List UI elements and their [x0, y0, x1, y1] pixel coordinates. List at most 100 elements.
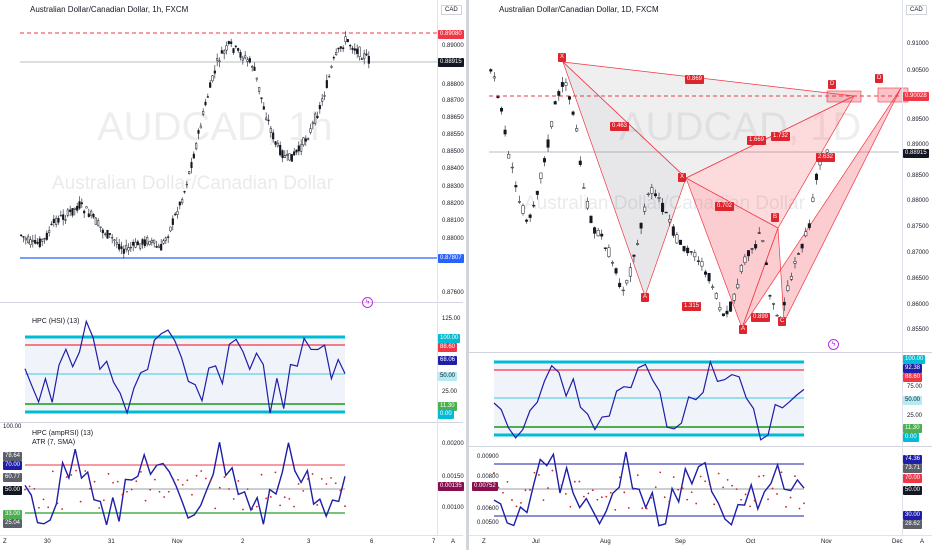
right-candle-body [754, 244, 758, 249]
prz-box [826, 90, 862, 103]
left-candle-body [281, 150, 284, 158]
right-candle-body [593, 227, 597, 234]
left-candle-body [87, 213, 90, 217]
atr-dot [735, 488, 738, 491]
left-candle-body [302, 137, 305, 146]
right-watermark-sub: Australian Dollar/Canadian Dollar [524, 193, 805, 214]
pattern-point-d2[interactable]: D [875, 74, 884, 83]
right-candle-body [693, 252, 697, 258]
right-price-chart[interactable] [489, 0, 909, 340]
left-candle-body [55, 217, 58, 225]
left-candle-body [260, 97, 263, 99]
pattern-point-b[interactable]: B [771, 213, 780, 222]
pattern-point-x1[interactable]: X [558, 53, 567, 62]
atr-dot [785, 505, 787, 508]
pattern-point-d1[interactable]: D [828, 80, 837, 89]
left-candle-body [106, 230, 109, 239]
left-candle-body [139, 243, 142, 249]
atr-dot [214, 507, 217, 510]
left-hsi-oscillator[interactable] [24, 315, 375, 425]
left-candle-body [120, 246, 123, 249]
right-amp-badge: 70.00 [903, 474, 923, 483]
right-hsi-oscillator[interactable] [493, 357, 844, 447]
atr-dot [121, 493, 124, 496]
right-time-tick: Sep [675, 539, 686, 545]
right-amp-badge: 74.36 [903, 455, 923, 464]
right-pane-divider-1 [469, 352, 932, 353]
left-candle-body [335, 52, 338, 56]
pattern-point-a1[interactable]: A [641, 293, 650, 302]
atr-dot [506, 480, 509, 483]
atr-dot [75, 469, 77, 472]
left-candle-body [104, 233, 107, 235]
right-corner-z[interactable]: Z [482, 539, 486, 545]
left-candle-body [183, 191, 186, 193]
left-candle-body [328, 76, 331, 78]
atr-dot [529, 489, 531, 491]
left-candle-body [274, 141, 277, 145]
right-candle-body [585, 201, 589, 209]
left-candle-body [66, 209, 69, 216]
right-time-axis[interactable]: Z Jul Aug Sep Oct Nov Dec A [469, 535, 932, 551]
left-alert-bolt-icon[interactable]: ϟ [362, 297, 373, 308]
right-candle-body [657, 197, 661, 199]
pattern-point-c[interactable]: C [778, 317, 787, 326]
atr-dot [306, 478, 309, 480]
left-amprsi-oscillator[interactable] [24, 425, 375, 535]
left-candle-body [202, 111, 205, 115]
right-candle-body [603, 247, 607, 249]
right-candle-body [746, 250, 750, 257]
left-candle-body [24, 237, 27, 241]
right-amp-tick: 0.00900 [477, 454, 499, 460]
atr-dot [591, 489, 594, 492]
left-candle-body [206, 96, 209, 98]
pattern-point-x2[interactable]: X [678, 173, 687, 182]
left-price-tick: 0.89000 [442, 43, 464, 49]
left-time-axis[interactable]: Z 30 31 Nov 2 3 6 7 A [0, 535, 463, 551]
right-candle-body [646, 193, 650, 195]
left-pane-divider-2 [0, 422, 463, 423]
left-candle-body [162, 240, 165, 244]
atr-dot [560, 484, 563, 487]
left-hsi-badge: 88.60 [438, 343, 458, 352]
left-price-chart[interactable] [20, 0, 437, 300]
right-candle-body [628, 267, 632, 277]
atr-dot [297, 483, 300, 485]
left-candle-body [153, 239, 156, 244]
right-amprsi-oscillator[interactable] [493, 450, 844, 535]
left-corner-z[interactable]: Z [3, 539, 7, 545]
right-alert-bolt-icon[interactable]: ϟ [828, 339, 839, 350]
left-watermark-sub: Australian Dollar/Canadian Dollar [52, 173, 333, 194]
left-candle-body [353, 48, 356, 51]
right-candle-body [818, 161, 822, 166]
left-candle-body [209, 82, 212, 88]
right-candle-body [725, 310, 729, 315]
right-corner-a[interactable]: A [920, 539, 925, 545]
hsi-band [494, 362, 804, 435]
atr-dot [246, 488, 249, 491]
atr-dot [663, 496, 666, 499]
right-currency-button[interactable]: CAD [906, 5, 927, 15]
left-candle-body [50, 223, 53, 226]
right-level-badge: 0.90028 [903, 92, 929, 101]
left-price-tick: 0.88800 [442, 82, 464, 88]
left-candle-body [150, 240, 153, 243]
atr-dot [758, 475, 760, 478]
center-divider[interactable] [466, 0, 469, 550]
right-chart-panel[interactable]: Australian Dollar/Canadian Dollar, 1D, F… [469, 0, 932, 550]
right-candle-body [736, 284, 740, 289]
atr-dot [686, 498, 689, 501]
left-price-axis[interactable]: CAD 0.89000 0.88800 0.88700 0.88650 0.88… [437, 0, 464, 535]
atr-dot [56, 502, 59, 505]
left-candle-body [185, 183, 188, 186]
left-corner-a[interactable]: A [451, 539, 456, 545]
left-currency-button[interactable]: CAD [441, 5, 462, 15]
pattern-point-a2[interactable]: A [739, 325, 748, 334]
right-price-axis[interactable]: CAD 0.91000 0.90500 0.89500 0.89000 0.88… [902, 0, 932, 535]
right-amp-badge: 28.62 [903, 520, 923, 529]
left-chart-panel[interactable]: Australian Dollar/Canadian Dollar, 1h, F… [0, 0, 464, 551]
left-hsi-tick: 125.00 [442, 316, 461, 322]
atr-dot [627, 506, 630, 509]
left-candle-body [311, 122, 314, 125]
right-candle-body [600, 233, 604, 237]
